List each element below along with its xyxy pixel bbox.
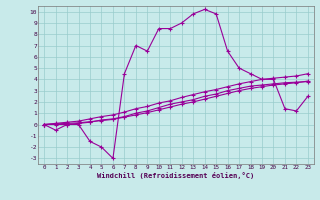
X-axis label: Windchill (Refroidissement éolien,°C): Windchill (Refroidissement éolien,°C) [97,172,255,179]
